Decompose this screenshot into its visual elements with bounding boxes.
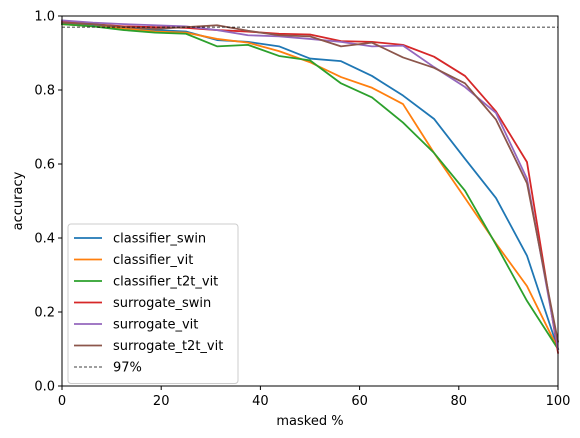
- legend-label: classifier_swin: [113, 232, 206, 247]
- legend: classifier_swin classifier_vit classifier_…: [67, 223, 239, 384]
- y-axis-label: accuracy: [11, 171, 26, 230]
- legend-label: surrogate_swin: [113, 296, 211, 311]
- y-tick-label: 0.0: [34, 380, 55, 395]
- legend-label: surrogate_vit: [113, 318, 198, 333]
- series-line-classifier-t2t-vit: [61, 23, 560, 351]
- plot-frame: [61, 15, 559, 387]
- x-axis: 0 20 40 60 80 100: [58, 386, 571, 409]
- x-axis-label: masked %: [276, 414, 343, 429]
- legend-box: [67, 223, 239, 384]
- y-tick-label: 0.4: [34, 232, 55, 247]
- legend-label: classifier_vit: [113, 253, 193, 268]
- y-tick-label: 0.6: [34, 158, 55, 173]
- series-line-surrogate-t2t-vit: [61, 21, 560, 343]
- y-tick-label: 0.8: [34, 84, 55, 99]
- legend-label: classifier_t2t_vit: [113, 275, 218, 290]
- x-tick-label: 100: [546, 394, 571, 409]
- series-line-classifier-swin: [61, 22, 560, 351]
- y-tick-label: 0.2: [34, 306, 55, 321]
- x-tick-label: 40: [252, 394, 269, 409]
- y-tick-label: 1.0: [34, 10, 55, 25]
- legend-label: surrogate_t2t_vit: [113, 339, 223, 354]
- legend-label: 97%: [113, 361, 142, 376]
- series-line-classifier-vit: [61, 23, 560, 351]
- x-tick-label: 80: [451, 394, 468, 409]
- x-tick-label: 0: [58, 394, 66, 409]
- x-tick-label: 60: [351, 394, 368, 409]
- y-axis: 0.0 0.2 0.4 0.6 0.8 1.0: [34, 10, 62, 395]
- x-tick-label: 20: [153, 394, 170, 409]
